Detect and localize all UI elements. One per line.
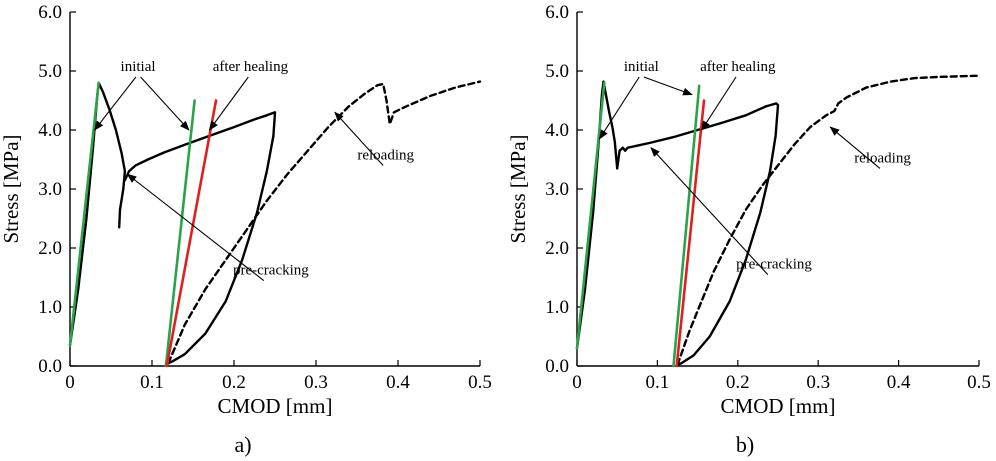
panel-a-y-tick-label: 5.0 (38, 61, 62, 82)
panel-a-x-tick-label: 0 (65, 372, 75, 393)
panel-a-annotation-pre-cracking: pre-cracking (233, 263, 309, 279)
panel-a-annotation-arrow (334, 111, 384, 166)
panel-b-annotation-arrow (643, 76, 693, 96)
panel-a-x-tick-label: 0.1 (140, 372, 164, 393)
panel-b-y-tick-label: 1.0 (545, 297, 569, 318)
panel-a-y-tick-label: 0.0 (38, 356, 62, 377)
panel-b-x-axis-title: CMOD [mm] (721, 394, 836, 418)
panel-a-x-tick-label: 0.2 (222, 372, 246, 393)
panel-a-series-healing (123, 111, 277, 365)
panel-b-y-tick-label: 2.0 (545, 238, 569, 259)
panel-b-y-tick-label: 4.0 (545, 120, 569, 141)
panel-b-y-tick-label: 0.0 (545, 356, 569, 377)
panel-b-x-tick-label: 0 (572, 372, 582, 393)
panel-b-annotation-arrow (650, 146, 769, 276)
panel-a-series-after-healing-stiffness (165, 99, 218, 368)
panel-a-x-tick-label: 0.3 (304, 372, 328, 393)
panel-b-series-reloading (676, 74, 981, 366)
panel-b-annotation-initial: initial (624, 59, 659, 75)
panel-a-y-tick-label: 2.0 (38, 238, 62, 259)
panel-a-annotation-arrow (140, 76, 190, 131)
panel-b-series-initial-stiffness (575, 81, 606, 350)
panel-a-annotation-arrow (126, 173, 265, 281)
panel-b-x-tick-label: 0.4 (887, 372, 911, 393)
panel-a-y-tick-label: 1.0 (38, 297, 62, 318)
panel-a-annotation-after-healing: after healing (213, 59, 289, 75)
panel-a-series-reloading (167, 80, 482, 365)
panel-b-y-tick-label: 5.0 (545, 61, 569, 82)
panel-a-x-tick-label: 0.5 (468, 372, 492, 393)
panel-a-annotation-arrow (93, 76, 137, 131)
panel-b-y-axis-title: Stress [MPa] (506, 134, 530, 243)
panel-b-series-after-healing-stiffness (675, 99, 706, 368)
panel-a-label: a) (234, 432, 251, 457)
panel-b-annotation-arrow (701, 76, 737, 131)
panel-b-annotation-after-healing: after healing (700, 59, 776, 75)
panel-b-x-tick-label: 0.5 (967, 372, 991, 393)
chart-panel-a: 0.0 1.0 2.0 3.0 4.0 5.0 6.0 0 0.1 0.2 0.3 0.4 0.5 CMO… (0, 2, 492, 457)
panel-b-annotation-pre-cracking: pre-cracking (736, 257, 812, 273)
panel-a-y-tick-label: 4.0 (38, 120, 62, 141)
panel-b-series-healing (616, 102, 780, 366)
panel-a-annotation-arrow (208, 76, 249, 131)
panel-a-y-tick-label: 6.0 (38, 2, 62, 23)
panel-a-series-initial-stiffness (68, 81, 100, 347)
panel-b-annotation-reloading: reloading (854, 150, 911, 166)
panel-b-series-initial-stiffness-reload (672, 84, 701, 368)
panel-b-annotation-arrow (829, 126, 881, 169)
panel-b-annotation-arrow (598, 76, 640, 140)
panel-a-annotation-reloading: reloading (357, 148, 414, 164)
panel-b-x-tick-label: 0.3 (806, 372, 830, 393)
chart-panel-b: 0.0 1.0 2.0 3.0 4.0 5.0 6.0 0 0.1 0.2 0.3 0.4 0.5 CMO… (506, 2, 991, 457)
panel-b-y-tick-label: 3.0 (545, 179, 569, 200)
panel-b-x-tick-label: 0.1 (646, 372, 670, 393)
panel-a-y-tick-label: 3.0 (38, 179, 62, 200)
panel-b-y-tick-label: 6.0 (545, 2, 569, 23)
panel-a-series-pre-cracking (68, 81, 127, 347)
panel-b-x-tick-label: 0.2 (726, 372, 750, 393)
panel-a-x-axis-title: CMOD [mm] (218, 394, 333, 418)
panel-b-label: b) (736, 432, 754, 457)
panel-a-y-axis-title: Stress [MPa] (0, 134, 23, 243)
panel-a-x-tick-label: 0.4 (386, 372, 410, 393)
panel-a-annotation-initial: initial (121, 59, 156, 75)
panel-a-series-initial-stiffness-reload (164, 99, 196, 368)
